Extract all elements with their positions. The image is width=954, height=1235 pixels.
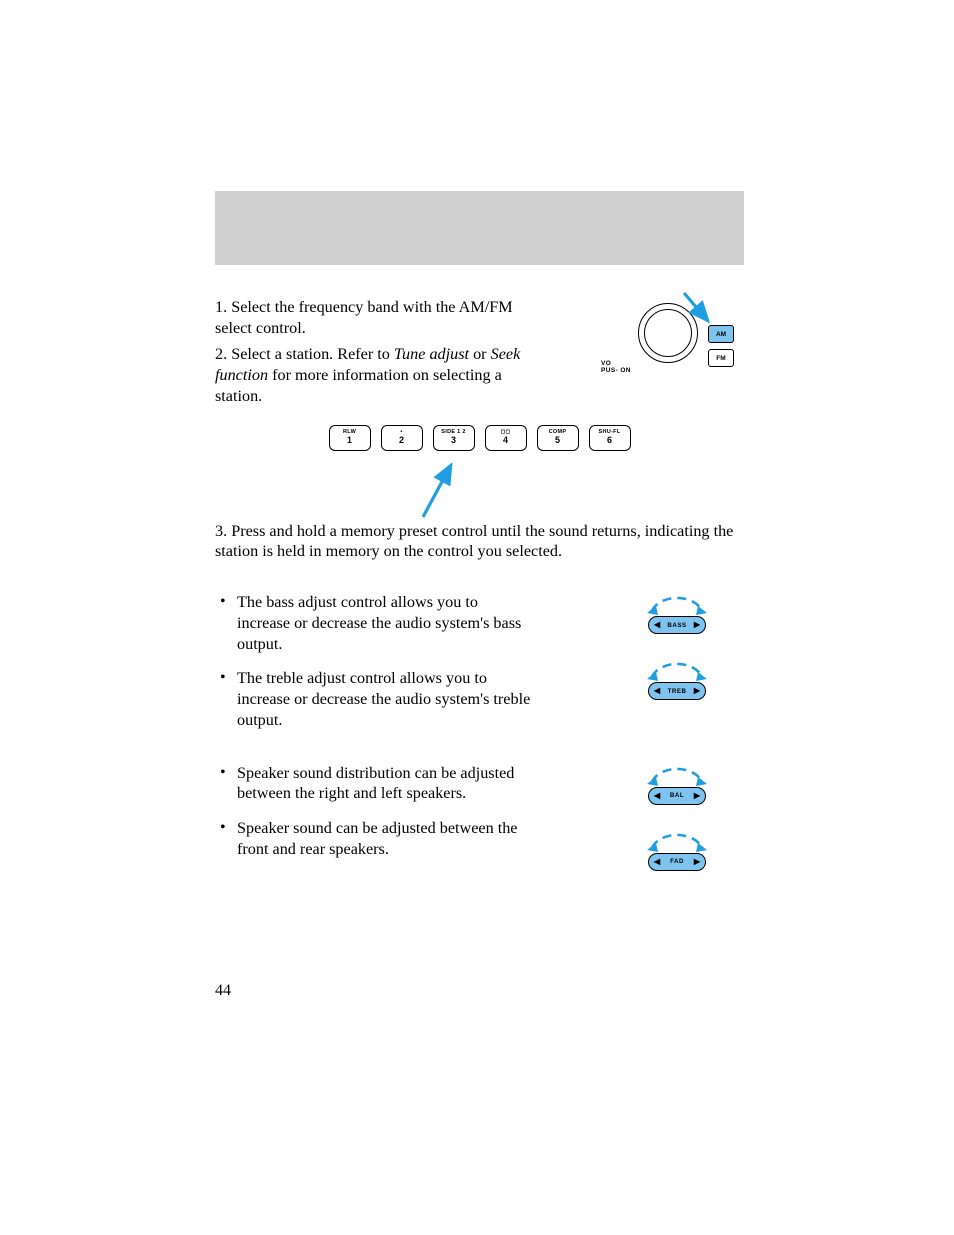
fade-control-figure: ◀ FAD ▶ <box>640 833 714 871</box>
preset-button-4: ◻◻ 4 <box>485 425 527 451</box>
fade-label: FAD <box>670 858 684 865</box>
balance-adjust-box: ◀ BAL ▶ <box>648 787 706 805</box>
page-number: 44 <box>215 982 231 1000</box>
bullet-fade: Speaker sound can be adjusted between th… <box>215 818 535 859</box>
preset-button-3: SIDE 1 2 3 <box>433 425 475 451</box>
balance-fade-text: Speaker sound distribution can be adjust… <box>215 763 535 874</box>
preset-buttons-row: RLW 1 • 2 SIDE 1 2 3 ◻◻ 4 COMP 5 SHU-FL … <box>215 425 744 451</box>
right-triangle-icon: ▶ <box>694 792 700 800</box>
preset-4-num: 4 <box>503 436 508 445</box>
left-triangle-icon: ◀ <box>654 687 660 695</box>
treble-curve <box>640 662 714 680</box>
step2-italic-1: Tune adjust <box>394 345 469 363</box>
fm-button: FM <box>708 349 734 367</box>
left-triangle-icon: ◀ <box>654 621 660 629</box>
bass-treble-text: The bass adjust control allows you to in… <box>215 592 535 744</box>
bullet-balance: Speaker sound distribution can be adjust… <box>215 763 535 804</box>
header-bar <box>215 191 744 265</box>
preset-1-num: 1 <box>347 436 352 445</box>
preset-6-num: 6 <box>607 436 612 445</box>
bullet-bass: The bass adjust control allows you to in… <box>215 592 535 654</box>
dial-figure: VO PUS- ON AM FM <box>604 297 744 397</box>
fade-adjust-box: ◀ FAD ▶ <box>648 853 706 871</box>
curve-arrows-icon <box>640 767 714 787</box>
balance-label: BAL <box>670 792 684 799</box>
bullet-treble: The treble adjust control allows you to … <box>215 668 535 730</box>
steps-text: 1. Select the frequency band with the AM… <box>215 297 525 407</box>
arrow-to-am-icon <box>682 291 732 331</box>
step-2-text: 2. Select a station. Refer to Tune adjus… <box>215 344 525 406</box>
curve-arrows-icon <box>640 662 714 682</box>
preset-button-2: • 2 <box>381 425 423 451</box>
manual-page: 1. Select the frequency band with the AM… <box>0 0 954 1235</box>
preset-arrow-wrap <box>215 455 744 517</box>
balance-fade-figures: ◀ BAL ▶ ◀ FAD <box>640 767 714 871</box>
arrow-to-preset-icon <box>215 455 744 525</box>
preset-2-num: 2 <box>399 436 404 445</box>
volume-dial: VO PUS- ON AM FM <box>604 297 744 397</box>
preset-button-1: RLW 1 <box>329 425 371 451</box>
bass-adjust-box: ◀ BASS ▶ <box>648 616 706 634</box>
step2-part-a: 2. Select a station. Refer to <box>215 345 394 363</box>
curve-arrows-icon <box>640 833 714 853</box>
content-area: 1. Select the frequency band with the AM… <box>215 297 744 873</box>
preset-button-6: SHU-FL 6 <box>589 425 631 451</box>
balance-fade-row: Speaker sound distribution can be adjust… <box>215 763 744 874</box>
step-1-text: 1. Select the frequency band with the AM… <box>215 297 525 338</box>
bass-label: BASS <box>667 622 686 629</box>
step-3-text: 3. Press and hold a memory preset contro… <box>215 521 744 562</box>
balance-curve <box>640 767 714 785</box>
bass-control-figure: ◀ BASS ▶ <box>640 596 714 634</box>
bullets-top: The bass adjust control allows you to in… <box>215 592 535 730</box>
right-triangle-icon: ▶ <box>694 687 700 695</box>
fade-curve <box>640 833 714 851</box>
bass-curve <box>640 596 714 614</box>
left-triangle-icon: ◀ <box>654 858 660 866</box>
treble-label: TREB <box>668 688 687 695</box>
preset-5-num: 5 <box>555 436 560 445</box>
preset-button-5: COMP 5 <box>537 425 579 451</box>
treble-adjust-box: ◀ TREB ▶ <box>648 682 706 700</box>
balance-control-figure: ◀ BAL ▶ <box>640 767 714 805</box>
preset-3-num: 3 <box>451 436 456 445</box>
curve-arrows-icon <box>640 596 714 616</box>
bullets-bottom: Speaker sound distribution can be adjust… <box>215 763 535 860</box>
bass-treble-row: The bass adjust control allows you to in… <box>215 592 744 744</box>
dial-label: VO PUS- ON <box>601 361 631 375</box>
dial-label-bottom: PUS- ON <box>601 367 631 374</box>
right-triangle-icon: ▶ <box>694 621 700 629</box>
step2-part-b: or <box>469 345 491 363</box>
right-triangle-icon: ▶ <box>694 858 700 866</box>
treble-control-figure: ◀ TREB ▶ <box>640 662 714 700</box>
left-triangle-icon: ◀ <box>654 792 660 800</box>
bass-treble-figures: ◀ BASS ▶ ◀ TREB <box>640 596 714 700</box>
steps-and-dial-row: 1. Select the frequency band with the AM… <box>215 297 744 407</box>
